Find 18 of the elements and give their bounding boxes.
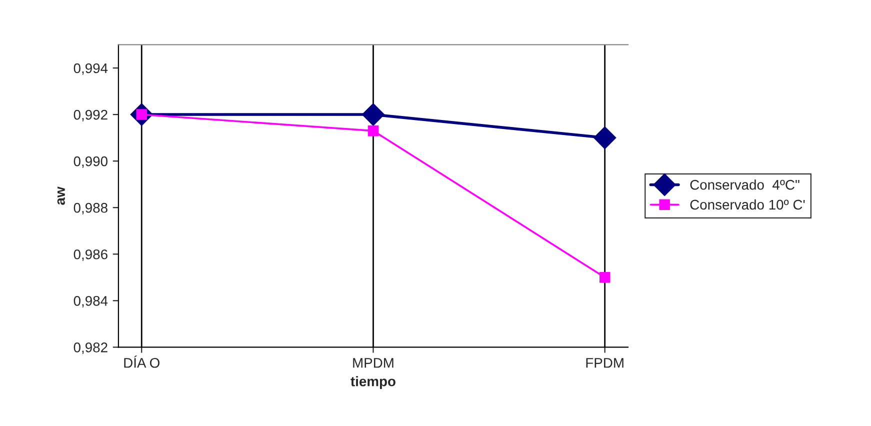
point	[368, 125, 379, 136]
point	[594, 126, 616, 150]
y-tick-label: 0,992	[74, 110, 108, 122]
y-tick-label: 0,990	[74, 156, 108, 168]
legend-label: Conservado 10º C'	[690, 199, 805, 210]
x-axis-title: tiempo	[350, 376, 396, 390]
x-tick-label: MPDM	[353, 358, 394, 368]
y-tick-label: 0,982	[74, 342, 108, 354]
y-tick-label: 0,986	[74, 249, 108, 261]
x-tick-label: DÍA O	[124, 356, 160, 368]
y-tick-label: 0,988	[74, 202, 108, 214]
y-tick-label: 0,984	[74, 296, 108, 308]
y-axis-title: aw	[57, 186, 65, 205]
y-tick-label: 0,994	[74, 63, 108, 75]
x-tick-label: FPDM	[586, 358, 624, 368]
legend-label: Conservado 4ºC"	[690, 180, 800, 190]
point	[599, 272, 610, 283]
point	[362, 103, 385, 126]
